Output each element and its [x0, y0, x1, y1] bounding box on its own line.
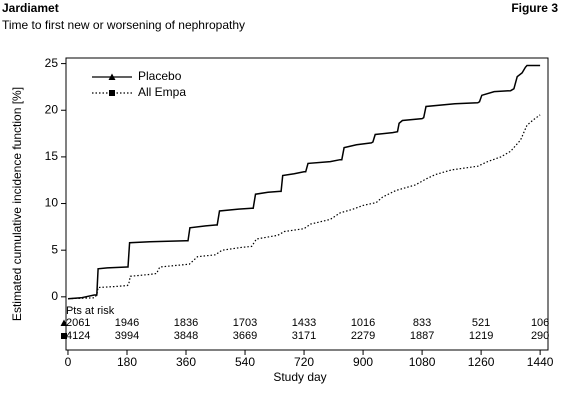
chart-title: Jardiamet [2, 1, 59, 15]
y-tick-label: 20 [45, 102, 59, 116]
risk-count: 2279 [351, 330, 375, 342]
x-tick-label: 360 [176, 355, 196, 369]
y-tick-label: 25 [45, 56, 59, 70]
y-tick-label: 10 [45, 196, 59, 210]
risk-count: 1219 [469, 330, 493, 342]
series-line [67, 114, 541, 300]
risk-count: 1946 [115, 317, 139, 329]
x-axis-label: Study day [273, 370, 326, 384]
y-tick-label: 0 [51, 289, 58, 303]
x-tick-label: 900 [353, 355, 373, 369]
y-axis-label: Estimated cumulative incidence function … [10, 87, 24, 321]
x-tick-label: 1080 [409, 355, 436, 369]
x-tick-label: 1440 [527, 355, 554, 369]
x-tick-label: 180 [117, 355, 137, 369]
risk-count: 106 [531, 317, 549, 329]
y-tick-label: 15 [45, 149, 59, 163]
risk-row-marker [61, 333, 67, 339]
legend-label: Placebo [138, 69, 182, 83]
risk-row-marker [60, 319, 68, 326]
legend-marker [109, 90, 115, 96]
x-tick-label: 0 [65, 355, 72, 369]
x-tick-label: 720 [294, 355, 314, 369]
plot-frame [65, 57, 549, 351]
risk-count: 3994 [115, 330, 139, 342]
risk-count: 290 [531, 330, 549, 342]
risk-count: 1703 [233, 317, 257, 329]
risk-count: 1836 [174, 317, 198, 329]
figure-label: Figure 3 [511, 1, 558, 15]
risk-count: 3848 [174, 330, 198, 342]
x-tick-label: 1260 [468, 355, 495, 369]
x-tick-label: 540 [235, 355, 255, 369]
risk-count: 1016 [351, 317, 375, 329]
y-tick-label: 5 [51, 242, 58, 256]
risk-count: 1887 [410, 330, 434, 342]
risk-table-label: Pts at risk [66, 305, 115, 317]
risk-count: 1433 [292, 317, 316, 329]
legend-marker [108, 73, 116, 80]
legend-label: All Empa [138, 85, 186, 99]
risk-count: 833 [413, 317, 431, 329]
series-line [67, 64, 541, 300]
risk-count: 3171 [292, 330, 316, 342]
chart-subtitle: Time to first new or worsening of nephro… [2, 18, 245, 32]
risk-count: 521 [472, 317, 490, 329]
risk-count: 3669 [233, 330, 257, 342]
risk-count: 2061 [66, 317, 90, 329]
risk-count: 4124 [66, 330, 90, 342]
